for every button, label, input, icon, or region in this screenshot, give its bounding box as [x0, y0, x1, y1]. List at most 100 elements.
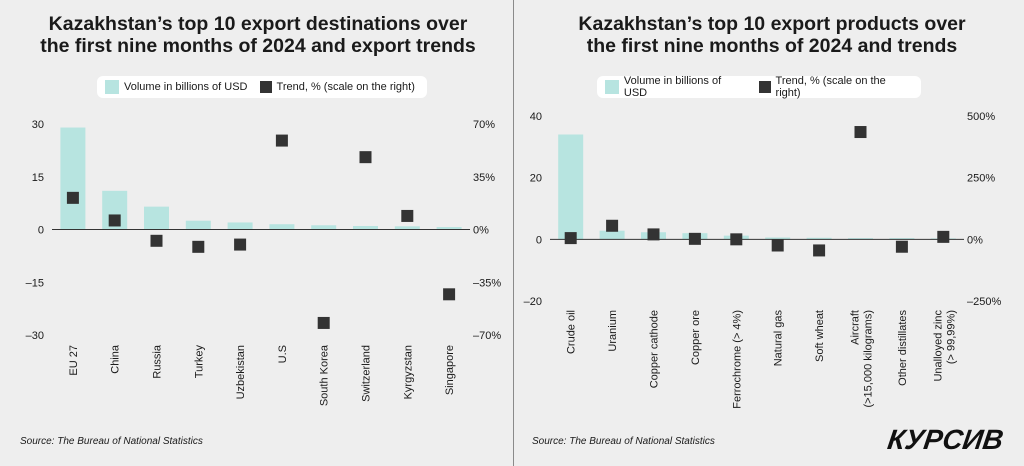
right-left-tick-label: 40 — [530, 111, 542, 123]
left-right-tick-label: –35% — [473, 277, 501, 289]
right-category-label-line: (> 99,99%) — [945, 310, 957, 364]
right-legend-bar-label: Volume in billions of USD — [623, 75, 722, 99]
left-right-tick-label: 0% — [473, 225, 489, 237]
left-category-label-line: Kyrgyzstan — [402, 345, 414, 399]
right-volume-bar — [889, 238, 915, 240]
right-legend-trend-label: Trend, % (scale on the right) — [775, 75, 886, 99]
right-volume-bar — [558, 134, 584, 240]
right-volume-bar — [806, 237, 832, 240]
left-category-label-line: Uzbekistan — [235, 345, 247, 399]
right-left-tick-label: –20 — [524, 296, 542, 308]
right-right-tick-label: –250% — [967, 296, 1001, 308]
left-category-label: U.S — [277, 345, 289, 363]
left-volume-bar — [311, 225, 337, 230]
left-title-line1: Kazakhstan’s top 10 export destinations … — [48, 13, 468, 35]
right-title-line2: the first nine months of 2024 and trends — [586, 35, 958, 57]
right-category-label: Soft wheat — [814, 310, 826, 362]
left-title-line2: the first nine months of 2024 and export… — [40, 35, 476, 57]
left-volume-bar — [185, 220, 211, 230]
right-legend-trend-item: Trend, % (scale on the right) — [758, 75, 913, 99]
bar-swatch-icon — [605, 80, 619, 94]
right-right-tick-label: 250% — [967, 173, 995, 185]
left-volume-bar — [269, 224, 295, 230]
left-category-label-line: South Korea — [319, 344, 331, 406]
left-volume-bar — [394, 226, 420, 230]
right-category-label-line: Other distillates — [897, 310, 909, 386]
right-left-tick-label: 0 — [536, 234, 542, 246]
right-category-label-line: Unalloyed zinc — [932, 310, 944, 382]
right-source: Source: The Bureau of National Statistic… — [532, 436, 715, 447]
left-chart-title: Kazakhstan’s top 10 export destinations … — [8, 13, 508, 57]
right-category-label: Other distillates — [897, 310, 909, 386]
right-trend-marker — [854, 126, 867, 139]
left-category-label: Russia — [152, 344, 164, 379]
left-left-tick-label: 30 — [32, 119, 44, 131]
right-category-label-line: Soft wheat — [814, 310, 826, 362]
left-category-label: China — [110, 344, 122, 374]
right-trend-marker — [647, 228, 660, 241]
left-source: Source: The Bureau of National Statistic… — [20, 436, 203, 447]
left-trend-marker — [234, 238, 247, 251]
panel-divider — [513, 0, 514, 466]
left-category-label-line: EU 27 — [68, 345, 80, 376]
left-right-tick-label: –70% — [473, 330, 501, 342]
left-left-tick-label: 15 — [32, 172, 44, 184]
left-legend-trend-label: Trend, % (scale on the right) — [276, 81, 415, 93]
kursiv-logo: КУРСИВ — [886, 424, 1006, 455]
left-left-tick-label: –30 — [26, 330, 44, 342]
right-trend-marker — [730, 233, 743, 246]
left-category-label: South Korea — [319, 344, 331, 406]
right-trend-marker — [813, 244, 826, 257]
right-category-label-line: Crude oil — [566, 310, 578, 354]
right-volume-bar — [599, 230, 625, 240]
right-category-label-line: Natural gas — [773, 310, 785, 367]
left-category-label-line: Turkey — [193, 345, 205, 379]
left-category-label-line: Switzerland — [361, 345, 373, 402]
right-category-label-line: Copper ore — [690, 310, 702, 365]
right-volume-bar — [765, 237, 791, 240]
left-trend-marker — [108, 214, 121, 227]
right-chart-title: Kazakhstan’s top 10 export products over… — [522, 13, 1022, 57]
right-trend-marker — [606, 219, 619, 232]
left-category-label-line: U.S — [277, 345, 289, 363]
right-category-label: Aircraft(>15,000 kilograms) — [850, 310, 875, 408]
right-category-label-line: Aircraft — [850, 310, 862, 345]
left-category-label: Kyrgyzstan — [402, 345, 414, 399]
right-category-label: Natural gas — [773, 310, 785, 367]
right-category-label: Copper cathode — [649, 310, 661, 388]
left-trend-marker — [192, 240, 205, 253]
right-right-tick-label: 0% — [967, 234, 983, 246]
left-category-label-line: Singapore — [444, 345, 456, 395]
right-category-label: Crude oil — [566, 310, 578, 354]
left-trend-marker — [401, 209, 414, 222]
left-category-label-line: Russia — [152, 344, 164, 379]
left-legend-bar-label: Volume in billions of USD — [124, 81, 248, 93]
left-legend-bar-item: Volume in billions of USD — [105, 80, 248, 94]
right-trend-marker — [937, 230, 950, 243]
left-category-label: EU 27 — [68, 345, 80, 376]
left-volume-bar — [227, 222, 253, 230]
right-trend-marker — [895, 240, 908, 253]
left-category-label: Uzbekistan — [235, 345, 247, 399]
left-legend-trend-item: Trend, % (scale on the right) — [259, 81, 415, 93]
right-legend-bar-item: Volume in billions of USD — [605, 75, 747, 99]
right-category-label: Ferrochrome (> 4%) — [731, 310, 743, 409]
left-category-label: Switzerland — [361, 345, 373, 402]
left-category-label: Turkey — [193, 345, 205, 379]
left-left-tick-label: 0 — [38, 225, 44, 237]
left-trend-marker — [317, 316, 330, 329]
left-left-tick-label: –15 — [26, 277, 44, 289]
square-marker-icon — [259, 81, 272, 93]
left-trend-marker — [359, 151, 372, 164]
left-legend: Volume in billions of USD Trend, % (scal… — [97, 76, 427, 98]
square-marker-icon — [758, 81, 771, 93]
right-category-label-line: Copper cathode — [649, 310, 661, 388]
left-trend-marker — [66, 191, 79, 204]
logo-text: КУРСИВ — [886, 424, 1006, 455]
right-trend-marker — [688, 232, 701, 245]
right-trend-marker — [564, 232, 577, 245]
right-trend-marker — [771, 239, 784, 252]
right-right-tick-label: 500% — [967, 111, 995, 123]
right-category-label-line: Uranium — [607, 310, 619, 352]
